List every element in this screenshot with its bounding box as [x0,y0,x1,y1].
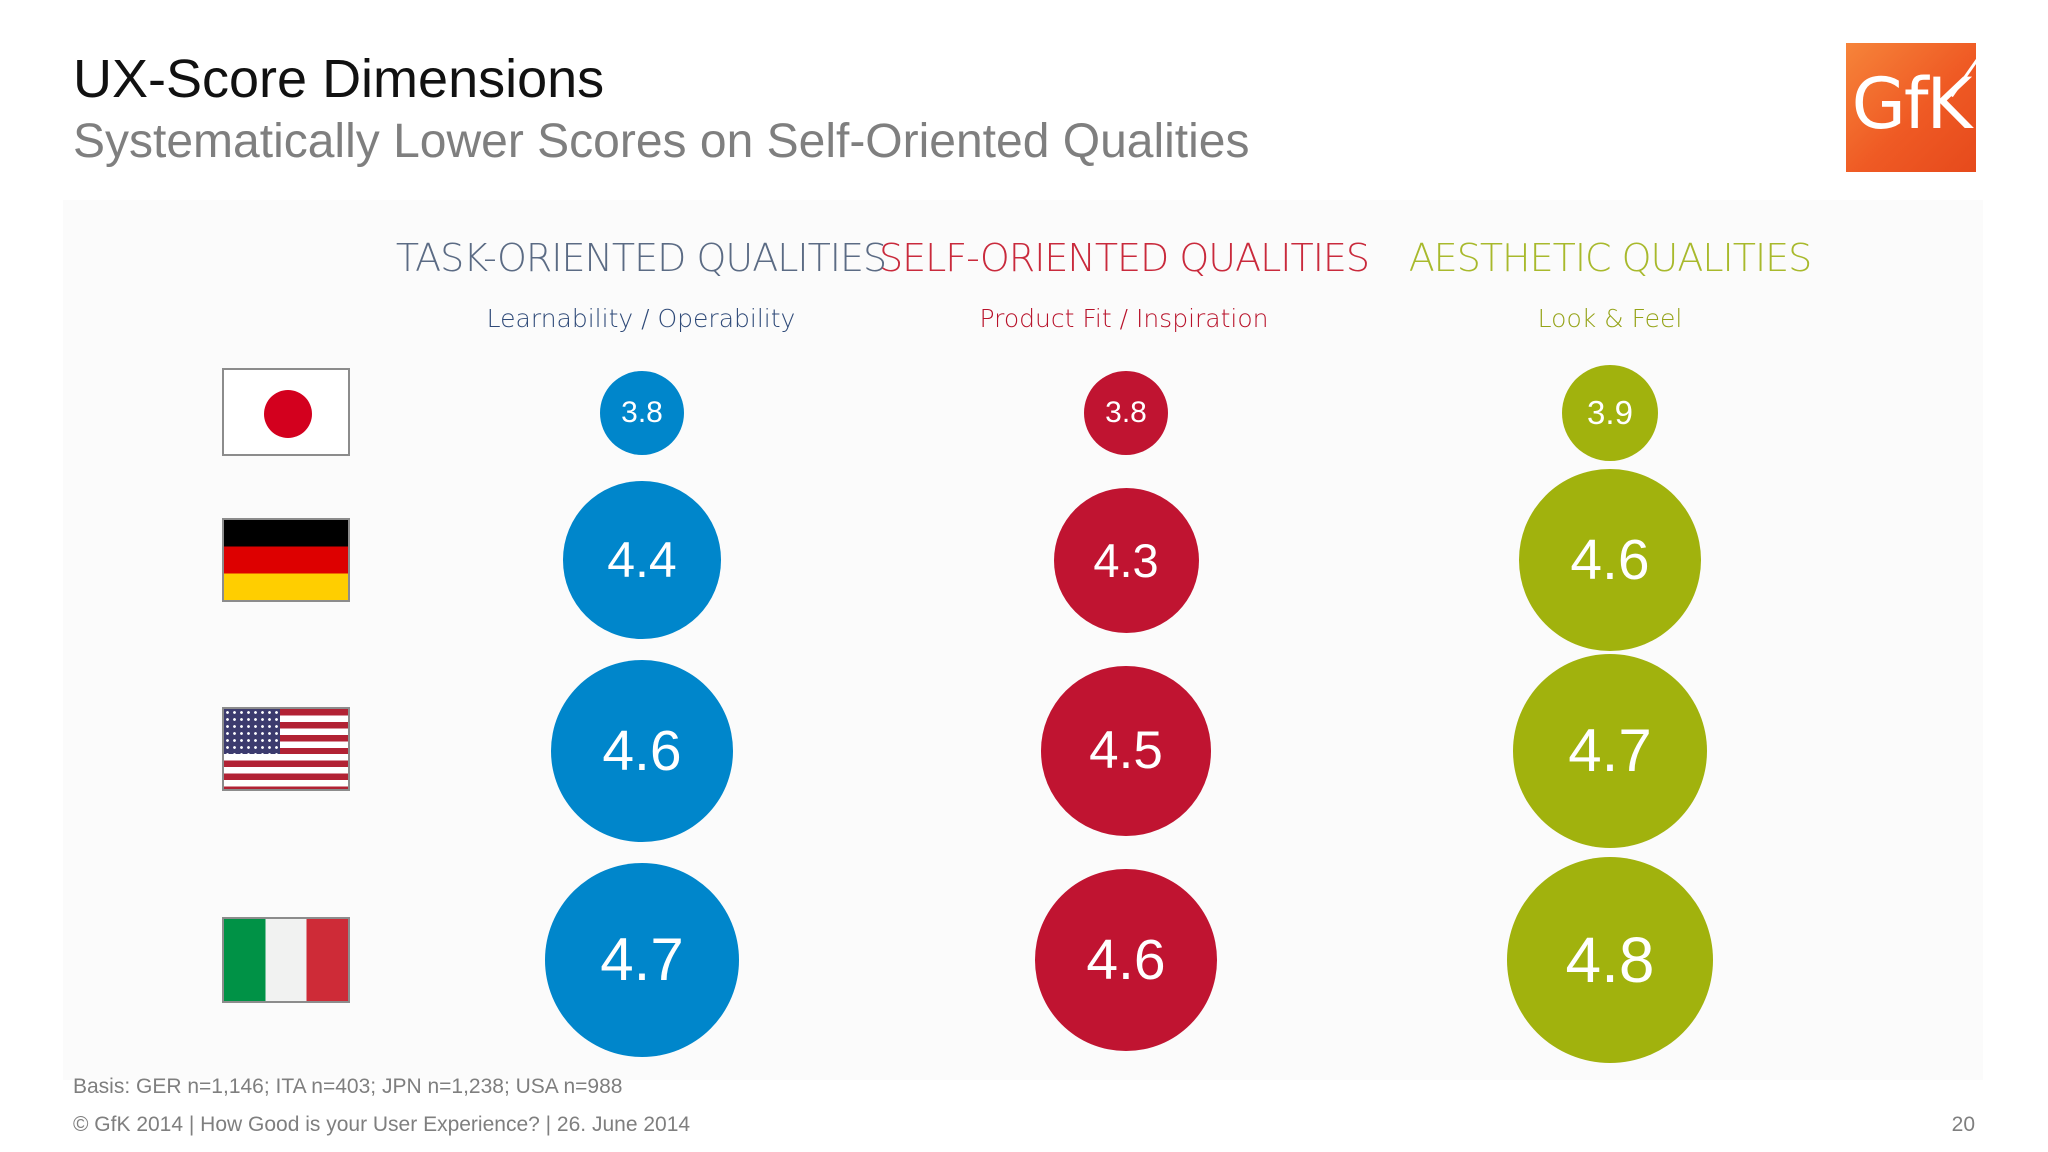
aesthetic-bubble-japan: 3.9 [1561,364,1659,462]
basis-note: Basis: GER n=1,146; ITA n=403; JPN n=1,2… [73,1075,623,1098]
aesthetic-bubble-italy: 4.8 [1507,857,1713,1063]
usa-flag [222,707,350,791]
self-subheading: Product Fit / Inspiration [979,304,1269,333]
germany-flag [222,518,350,602]
task-bubble-italy: 4.7 [545,863,739,1057]
task-value-label-italy: 4.7 [600,926,684,994]
japan-flag-disc [264,390,312,438]
aesthetic-value-label-japan: 3.9 [1587,393,1633,431]
self-bubble-germany: 4.3 [1053,487,1199,633]
task-subheading: Learnability / Operability [486,304,796,333]
self-value-label-japan: 3.8 [1105,396,1147,429]
task-value-label-japan: 3.8 [621,396,663,429]
page-subtitle: Systematically Lower Scores on Self-Orie… [73,115,1250,168]
self-bubble-usa: 4.5 [1041,666,1211,836]
page-title: UX-Score Dimensions [73,49,605,109]
self-bubble-italy: 4.6 [1035,869,1217,1051]
task-heading: TASK-ORIENTED QUALITIES [395,236,887,280]
self-value-label-usa: 4.5 [1089,721,1163,781]
aesthetic-heading: AESTHETIC QUALITIES [1408,236,1813,280]
aesthetic-value-label-germany: 4.6 [1570,527,1650,592]
aesthetic-subheading: Look & Feel [1537,304,1683,333]
aesthetic-bubble-germany: 4.6 [1519,469,1701,651]
task-value-label-usa: 4.6 [602,718,682,783]
self-value-label-italy: 4.6 [1086,927,1166,992]
self-value-label-germany: 4.3 [1093,533,1159,587]
self-bubble-japan: 3.8 [1084,371,1168,455]
usa-flag-canton [224,709,280,754]
aesthetic-column-header: AESTHETIC QUALITIES Look & Feel [1350,236,1870,333]
aesthetic-value-label-italy: 4.8 [1565,924,1655,996]
logo-text: GfK [1851,63,1973,145]
aesthetic-value-label-usa: 4.7 [1568,717,1652,785]
gfk-logo: GfK [1846,43,1976,172]
task-bubble-usa: 4.6 [551,660,733,842]
page-number: 20 [1951,1113,1975,1136]
self-heading: SELF-ORIENTED QUALITIES [878,236,1370,280]
self-column-header: SELF-ORIENTED QUALITIES Product Fit / In… [864,236,1384,333]
task-column-header: TASK-ORIENTED QUALITIES Learnability / O… [381,236,901,333]
japan-flag [222,368,350,456]
italy-flag [222,917,350,1003]
copyright-note: © GfK 2014 | How Good is your User Exper… [73,1113,691,1136]
task-bubble-japan: 3.8 [600,371,684,455]
aesthetic-bubble-usa: 4.7 [1513,654,1707,848]
task-value-label-germany: 4.4 [607,531,677,588]
task-bubble-germany: 4.4 [563,481,721,639]
